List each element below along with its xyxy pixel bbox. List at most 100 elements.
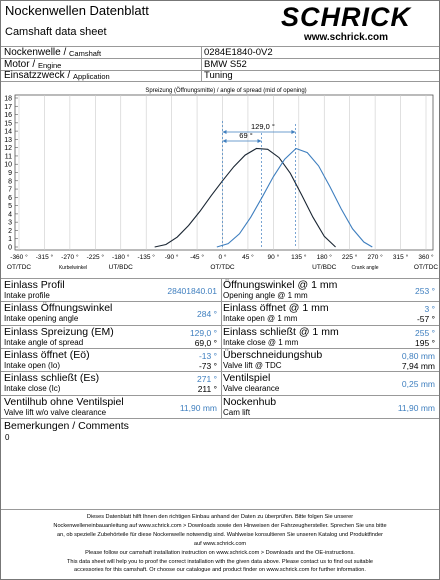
spec-label: Einlass öffnet (Eö) xyxy=(4,348,90,361)
tdc-label: OT/TDC xyxy=(210,264,234,271)
x-tick-label: -270 ° xyxy=(61,253,79,261)
spec-value: 129,0 ° xyxy=(189,327,217,338)
comments-label: Bemerkungen / Comments xyxy=(4,420,129,432)
y-tick-label: 7 xyxy=(8,187,12,194)
tdc-label: UT/BDC xyxy=(109,264,134,271)
rule xyxy=(1,509,439,510)
rule xyxy=(221,278,222,418)
x-tick-label: -360 ° xyxy=(10,253,28,261)
spread-label: 129,0 ° xyxy=(251,122,275,131)
y-tick-label: 18 xyxy=(4,96,12,103)
arrow-head xyxy=(257,139,262,143)
x-axis-label: Crank angle xyxy=(352,265,379,271)
rule xyxy=(1,278,439,279)
tdc-label: UT/BDC xyxy=(312,264,337,271)
spec-label: Einlass öffnet @ 1 mm xyxy=(223,302,329,315)
lift-curve xyxy=(154,147,336,248)
x-tick-label: 270 ° xyxy=(367,253,383,261)
rule xyxy=(1,324,221,326)
y-tick-label: 9 xyxy=(8,170,12,177)
brand-logo: SCHRICK xyxy=(280,2,411,32)
info-label: Einsatzzweck / xyxy=(4,70,71,81)
info-label: Motor / xyxy=(4,59,36,70)
chart: Spreizung (Öffnungsmitte) / angle of spr… xyxy=(4,87,438,271)
rule xyxy=(1,69,439,71)
rule xyxy=(1,81,439,82)
spec-sublabel: Intake profile xyxy=(4,291,50,300)
y-tick-label: 15 xyxy=(4,120,12,127)
y-tick-label: 11 xyxy=(5,153,12,160)
rule xyxy=(1,417,221,419)
plot-frame xyxy=(14,94,434,251)
y-tick-label: 3 xyxy=(8,220,12,227)
spec-sublabel: Intake open @ 1 mm xyxy=(223,314,298,324)
spec-label: Einlass Profil xyxy=(4,279,65,291)
spec-label: Einlass schließt @ 1 mm xyxy=(223,325,339,338)
rule xyxy=(1,57,439,59)
footer-line: Nockenwelleneinbauanleitung auf www.schr… xyxy=(53,522,387,529)
x-tick-label: 225 ° xyxy=(342,253,358,261)
spec-label: Überschneidungshub xyxy=(223,348,323,361)
website: www.schrick.com xyxy=(303,32,389,43)
y-tick-label: 12 xyxy=(4,145,12,152)
spec-value: 0,80 mm xyxy=(401,350,435,361)
arrow-head xyxy=(222,130,227,134)
y-tick-label: 6 xyxy=(8,195,12,202)
info-sublabel: Engine xyxy=(38,61,62,70)
spec-value: 3 ° xyxy=(424,304,436,315)
x-tick-label: -225 ° xyxy=(87,253,105,261)
spec-value: 271 ° xyxy=(197,374,217,385)
spec-value-2: 211 ° xyxy=(197,384,217,395)
x-tick-label: -90 ° xyxy=(165,253,179,261)
y-tick-label: 5 xyxy=(8,203,12,210)
spec-sublabel: Valve lift @ TDC xyxy=(223,360,282,370)
spec-label: Ventilhub ohne Ventilspiel xyxy=(4,395,124,408)
rule xyxy=(221,324,439,326)
y-tick-label: 10 xyxy=(4,162,12,169)
footer-line: Dieses Datenblatt hilft Ihnen den richti… xyxy=(86,514,354,520)
x-tick-label: 45 ° xyxy=(242,253,254,261)
spec-value-2: 7,94 mm xyxy=(401,360,435,371)
spec-value: 11,90 mm xyxy=(397,402,435,413)
spread-label: 69 ° xyxy=(239,131,252,140)
spec-label: Einlass Spreizung (EM) xyxy=(4,325,114,338)
y-tick-label: 8 xyxy=(8,178,12,185)
rule xyxy=(221,301,439,303)
spec-label: Öffnungswinkel @ 1 mm xyxy=(223,279,338,291)
spec-value-2: -73 ° xyxy=(198,360,217,371)
info-value: Tuning xyxy=(204,70,233,81)
spec-sublabel: Cam lift xyxy=(223,407,251,417)
spec-value-2: -57 ° xyxy=(416,314,435,325)
spec-value: 28401840.01 xyxy=(167,286,217,296)
spec-value: 0,25 mm xyxy=(401,379,435,390)
spec-label: Ventilspiel xyxy=(223,372,271,385)
x-tick-label: 360 ° xyxy=(418,253,434,261)
y-tick-label: 0 xyxy=(8,245,12,252)
spec-label: Nockenhub xyxy=(223,395,277,408)
rule xyxy=(221,417,439,419)
rule xyxy=(1,371,221,373)
spec-sublabel: Intake close (Ic) xyxy=(4,384,61,394)
x-tick-label: 135 ° xyxy=(291,253,307,261)
x-tick-label: -135 ° xyxy=(137,253,155,261)
spec-value: 253 ° xyxy=(415,286,435,296)
tdc-label: OT/TDC xyxy=(7,264,31,271)
info-label: Nockenwelle / xyxy=(4,47,67,58)
x-tick-label: -180 ° xyxy=(112,253,130,261)
info-value: BMW S52 xyxy=(204,59,247,70)
y-tick-label: 1 xyxy=(8,236,12,243)
x-tick-label: 315 ° xyxy=(393,253,409,261)
spec-label: Einlass schließt (Es) xyxy=(4,372,100,385)
spec-value: -13 ° xyxy=(198,350,217,361)
spec-sublabel: Opening angle @ 1 mm xyxy=(223,291,308,300)
rule xyxy=(1,347,221,349)
x-tick-label: 0 ° xyxy=(218,253,226,261)
y-tick-label: 2 xyxy=(8,228,12,235)
spec-value-2: 69,0 ° xyxy=(194,337,217,348)
spec-sublabel: Intake angle of spread xyxy=(4,337,84,347)
y-tick-label: 17 xyxy=(4,104,12,111)
y-tick-label: 16 xyxy=(4,112,12,119)
spec-value: 11,90 mm xyxy=(179,402,217,413)
title: Nockenwellen Datenblatt xyxy=(5,3,149,18)
